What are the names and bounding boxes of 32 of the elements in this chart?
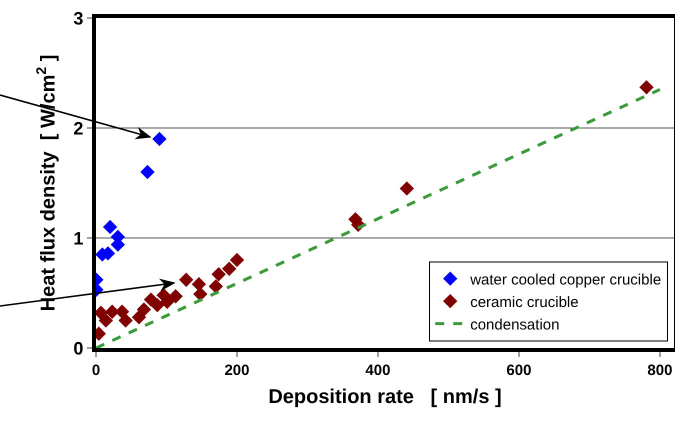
x-axis-title: Deposition rate [ nm/s ] (268, 386, 502, 408)
point (230, 252, 244, 268)
x-tick-label: 400 (365, 362, 390, 379)
y-tick-label: 3 (73, 8, 84, 28)
y-tick-label: 2 (73, 118, 84, 138)
y-tick-label: 0 (73, 338, 84, 358)
legend-label: ceramic crucible (470, 294, 579, 311)
point (118, 313, 133, 328)
y-tick-label: 1 (73, 228, 84, 248)
point (160, 294, 174, 309)
point (400, 181, 414, 196)
legend-label: condensation (470, 316, 560, 334)
point (192, 277, 206, 292)
x-tick-label: 200 (224, 362, 250, 379)
x-tick-label: 600 (506, 362, 532, 379)
point (98, 313, 114, 328)
point (140, 164, 155, 180)
point (193, 286, 208, 302)
point (179, 272, 194, 287)
point (136, 302, 152, 317)
point (222, 262, 236, 276)
point (152, 132, 167, 146)
legend-label: water cooled copper crucible (469, 272, 662, 288)
point (639, 80, 654, 94)
point (208, 279, 223, 294)
point (150, 298, 164, 312)
x-tick-label: 0 (92, 362, 100, 379)
point (105, 304, 120, 319)
point (212, 267, 226, 282)
x-tick-label: 800 (647, 362, 672, 379)
point (168, 289, 183, 304)
point (102, 220, 118, 234)
